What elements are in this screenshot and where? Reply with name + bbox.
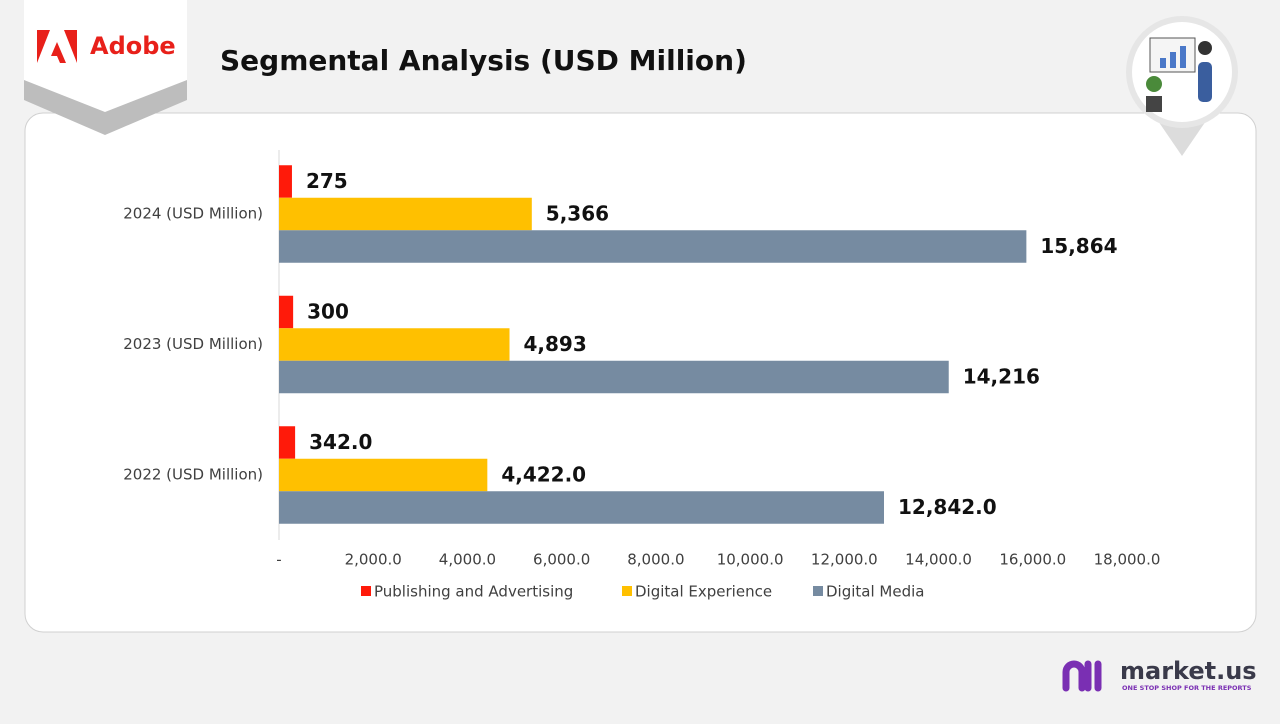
y-tick-label: 2023 (USD Million) [123,335,263,353]
y-tick-label: 2024 (USD Million) [123,205,263,223]
brand: Adobe [90,32,176,60]
x-tick-label: 12,000.0 [811,551,878,569]
value-label: 5,366 [546,202,609,226]
x-tick-label: 4,000.0 [439,551,496,569]
value-label: 275 [306,169,348,193]
value-label: 342.0 [309,430,372,454]
illustration [1160,58,1166,68]
legend-label: Publishing and Advertising [374,583,573,601]
footer-tagline: ONE STOP SHOP FOR THE REPORTS [1122,684,1252,692]
footer-logo-mark [1062,660,1102,692]
bar [279,328,510,361]
value-label: 4,893 [524,332,587,356]
bar [279,360,949,394]
value-label: 12,842.0 [898,495,997,519]
value-label: 14,216 [963,365,1040,389]
legend-swatch [361,586,371,596]
illustration [1170,52,1176,68]
adobe-logo [64,30,77,63]
value-label: 300 [307,300,349,324]
legend-label: Digital Experience [635,583,772,601]
bar [279,165,292,198]
illustration-plant [1146,96,1162,112]
badge [24,0,187,112]
bar [279,458,488,492]
chart-title: Segmental Analysis (USD Million) [220,44,747,77]
bar [279,491,885,524]
illustration [1180,46,1186,68]
bar [279,197,532,231]
illustration-person [1198,62,1212,102]
x-tick-label: 16,000.0 [999,551,1066,569]
value-label: 15,864 [1040,234,1117,258]
x-tick-label: - [276,551,281,569]
x-tick-label: 10,000.0 [717,551,784,569]
x-tick-label: 18,000.0 [1094,551,1161,569]
bar [279,230,1027,263]
value-label: 4,422.0 [501,463,586,487]
legend-swatch [813,586,823,596]
x-tick-label: 8,000.0 [627,551,684,569]
x-tick-label: 14,000.0 [905,551,972,569]
illustration-person [1198,41,1212,55]
adobe-logo [37,30,50,63]
bar [279,295,294,329]
legend-label: Digital Media [826,583,924,601]
footer-logo: market.us [1120,657,1257,685]
x-tick-label: 2,000.0 [345,551,402,569]
x-tick-label: 6,000.0 [533,551,590,569]
legend-swatch [622,586,632,596]
adobe-logo [51,42,66,63]
y-tick-label: 2022 (USD Million) [123,466,263,484]
bar [279,426,296,459]
illustration-plant [1146,76,1162,92]
